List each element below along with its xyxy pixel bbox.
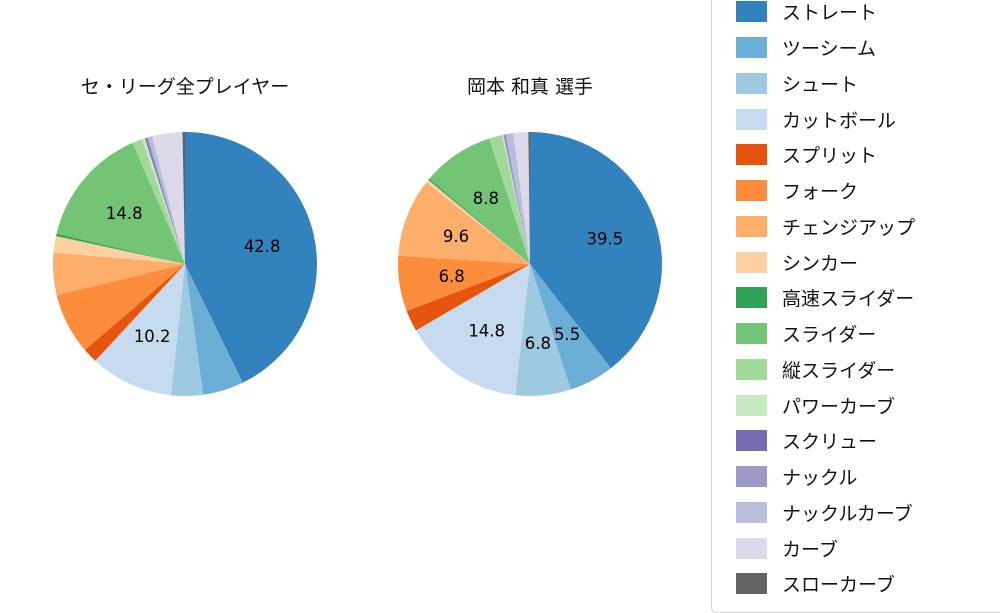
legend-item-label: ナックルカーブ	[782, 502, 913, 525]
legend-item-0: ストレート	[712, 0, 1000, 30]
pie-slice-1	[530, 264, 611, 390]
legend-item-label: 縦スライダー	[782, 359, 896, 382]
pie-slice-15	[152, 132, 185, 264]
pie-slice-value-label: 10.2	[134, 327, 171, 346]
legend-item-label: 高速スライダー	[782, 288, 915, 311]
pie-slice-14	[148, 136, 185, 264]
pie-slice-9	[56, 142, 185, 264]
legend-color-swatch	[736, 466, 767, 488]
legend-color-swatch	[736, 251, 767, 273]
pie-slice-10	[132, 139, 185, 264]
legend-item-label: カットボール	[782, 109, 897, 132]
legend-item-label: パワーカーブ	[782, 395, 895, 418]
legend-item-8: 高速スライダー	[712, 280, 1000, 316]
legend-item-16: スローカーブ	[712, 566, 1000, 602]
legend-color-swatch	[736, 180, 767, 202]
pie-slice-value-label: 39.5	[587, 229, 624, 248]
pie-slice-4	[406, 264, 530, 331]
pie-slice-8	[56, 233, 185, 264]
legend-item-2: シュート	[712, 66, 1000, 102]
legend-color-swatch	[736, 430, 767, 452]
legend-color-swatch	[736, 215, 767, 237]
pie-slice-6	[52, 252, 185, 296]
legend-item-label: スプリット	[782, 145, 878, 168]
pitch-type-legend: ストレートツーシームシュートカットボール スプリットフォークチェンジアップ シンカー…	[711, 0, 1000, 613]
pie-slice-11	[141, 138, 185, 264]
pie-slice-8	[428, 178, 530, 264]
pie-title-okamoto-kazuma: 岡本 和真 選手	[466, 76, 594, 98]
pie-slice-11	[502, 134, 530, 264]
legend-color-swatch	[736, 1, 767, 23]
legend-item-9: スライダー	[712, 316, 1000, 352]
pie-slice-9	[429, 138, 530, 264]
legend-color-swatch	[736, 108, 767, 130]
pie-slice-value-label: 9.6	[443, 227, 469, 246]
pie-slice-value-label: 42.8	[244, 237, 281, 256]
legend-item-label: フォーク	[782, 181, 859, 204]
legend-color-swatch	[736, 358, 767, 380]
pie-slice-15	[513, 132, 530, 264]
legend-item-3: カットボール	[712, 101, 1000, 137]
pie-slice-13	[504, 134, 530, 264]
legend-item-label: ツーシーム	[782, 38, 877, 61]
pie-slice-2	[515, 264, 571, 397]
legend-item-14: ナックルカーブ	[712, 495, 1000, 531]
pie-chart-league-all-players: 42.8 10.2 14.8	[52, 131, 317, 397]
pie-slice-3	[95, 264, 185, 396]
pie-slice-3	[415, 264, 530, 396]
legend-item-label: スローカーブ	[782, 574, 895, 597]
legend-item-13: ナックル	[712, 459, 1000, 495]
pie-slice-2	[170, 264, 204, 397]
pie-slice-4	[84, 264, 185, 361]
pie-slice-6	[398, 182, 530, 264]
pie-slice-7	[53, 236, 186, 264]
legend-item-label: カーブ	[782, 538, 838, 561]
legend-item-4: スプリット	[712, 137, 1000, 173]
legend-color-swatch	[736, 573, 767, 595]
legend-item-10: 縦スライダー	[712, 352, 1000, 388]
pie-slice-14	[506, 133, 530, 264]
legend-color-swatch	[736, 501, 767, 523]
pie-slice-1	[185, 264, 243, 395]
pie-slice-12	[503, 134, 530, 264]
pie-chart-okamoto-kazuma: 39.55.56.814.86.89.68.8	[397, 132, 662, 397]
legend-item-label: シンカー	[782, 252, 859, 275]
legend-item-7: シンカー	[712, 244, 1000, 280]
pie-slice-16	[182, 131, 185, 264]
pie-title-league-all-players: セ・リーグ全プレイヤー	[80, 76, 290, 98]
legend-color-swatch	[736, 394, 767, 416]
legend-color-swatch	[736, 72, 767, 94]
legend-item-15: カーブ	[712, 530, 1000, 566]
pie-slice-10	[489, 135, 530, 264]
pie-slice-value-label: 14.8	[468, 321, 505, 340]
legend-item-label: シュート	[782, 73, 859, 96]
pie-slice-5	[56, 264, 185, 351]
legend-item-1: ツーシーム	[712, 30, 1000, 66]
pie-slice-value-label: 5.5	[554, 325, 580, 344]
pie-slice-13	[146, 137, 185, 264]
legend-item-6: チェンジアップ	[712, 209, 1000, 245]
legend-item-label: スクリュー	[782, 431, 878, 454]
legend-item-label: ナックル	[782, 467, 858, 490]
pie-slice-0	[530, 132, 662, 369]
pie-slice-7	[426, 179, 530, 264]
legend-item-label: スライダー	[782, 324, 877, 347]
legend-color-swatch	[736, 323, 767, 345]
legend-item-12: スクリュー	[712, 423, 1000, 459]
legend-item-5: フォーク	[712, 173, 1000, 209]
legend-color-swatch	[736, 287, 767, 309]
pie-slice-value-label: 8.8	[473, 189, 499, 208]
pie-slice-value-label: 6.8	[525, 334, 551, 353]
legend-color-swatch	[736, 537, 767, 559]
pie-slice-12	[145, 137, 185, 264]
legend-color-swatch	[736, 144, 767, 166]
pie-slice-value-label: 6.8	[439, 267, 465, 286]
legend-item-11: パワーカーブ	[712, 387, 1000, 423]
legend-item-label: チェンジアップ	[782, 216, 916, 239]
pie-slice-value-label: 14.8	[106, 204, 143, 223]
pie-slice-0	[185, 132, 317, 383]
legend-color-swatch	[736, 37, 767, 59]
legend-item-label: ストレート	[782, 2, 878, 25]
pie-slice-5	[397, 255, 530, 312]
